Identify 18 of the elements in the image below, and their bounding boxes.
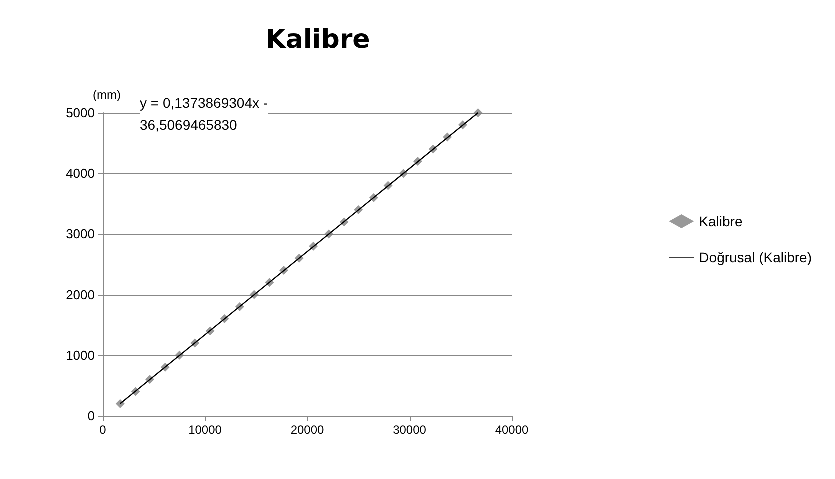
point — [474, 108, 483, 118]
legend-label: Doğrusal (Kalibre) — [699, 250, 812, 266]
y-axis-title: (mm) — [93, 88, 121, 102]
y-tick-label: 2000 — [66, 287, 95, 302]
x-tick-label: 30000 — [393, 423, 427, 437]
annotation: y = 0,1373869304x - 36,5069465830 — [140, 95, 268, 133]
x-tick-label: 40000 — [495, 423, 530, 437]
x-tick-label: 0 — [100, 423, 107, 437]
y-tick-label: 3000 — [66, 226, 95, 242]
y-tick-label: 5000 — [66, 106, 95, 120]
y-tick-label: 1000 — [66, 348, 95, 363]
point — [116, 399, 125, 408]
x-tick-label: 10000 — [188, 423, 222, 437]
chart-title: Kalibre — [266, 25, 370, 55]
legend-label: Kalibre — [699, 214, 743, 230]
x-tick-label: 20000 — [290, 423, 325, 437]
y-tick-label: 0 — [88, 408, 95, 424]
y-tick-label: 4000 — [66, 166, 95, 182]
